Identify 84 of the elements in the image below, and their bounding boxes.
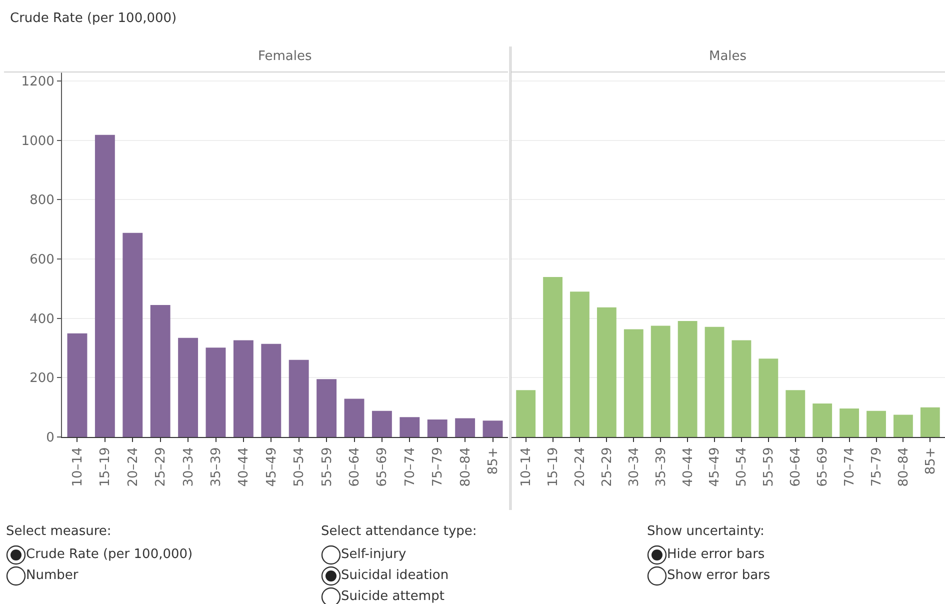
text: Show uncertainty: <box>647 524 766 541</box>
x-tick-label: 55–59 <box>320 447 335 487</box>
bar <box>543 277 562 437</box>
bar <box>894 414 913 437</box>
text: Crude Rate (per 100,000) <box>26 547 193 562</box>
text: Self-injury <box>341 547 406 562</box>
bar <box>840 408 860 437</box>
y-axis-title: Crude Rate (per 100,000) <box>10 11 177 26</box>
bar <box>261 344 282 437</box>
text: Select attendance type: <box>321 524 477 541</box>
bar <box>67 333 88 437</box>
y-tick-label: 600 <box>30 252 54 268</box>
bar <box>150 304 170 437</box>
x-tick-label: 45–49 <box>708 447 723 487</box>
text: Suicidal ideation <box>341 568 449 583</box>
bar <box>206 348 226 437</box>
bar <box>812 403 832 437</box>
x-tick-label: 70–74 <box>402 447 418 487</box>
bar <box>758 358 778 437</box>
text: Show error bars <box>667 568 770 583</box>
x-tick-label: 75–79 <box>869 447 884 487</box>
x-tick-label: 25–29 <box>154 447 169 487</box>
bar <box>233 340 254 437</box>
bar <box>732 340 752 437</box>
x-tick-label: 15–19 <box>98 447 114 487</box>
x-tick-label: 60–64 <box>347 447 362 487</box>
text: Suicide attempt <box>341 589 444 604</box>
x-tick-label: 20–24 <box>126 447 141 487</box>
x-tick-label: 80–84 <box>896 447 912 487</box>
bar <box>482 420 503 437</box>
bar <box>704 326 724 437</box>
x-tick-label: 65–69 <box>816 447 831 487</box>
y-tick-label: 0 <box>46 430 54 446</box>
bar <box>786 390 806 437</box>
bar <box>122 232 143 437</box>
text: Number <box>26 568 78 583</box>
x-tick-label: 50–54 <box>734 447 750 487</box>
x-tick-label: 60–64 <box>788 447 804 487</box>
bar <box>678 320 698 437</box>
bar <box>650 326 670 437</box>
x-tick-label: 35–39 <box>208 447 224 487</box>
bar <box>372 410 392 437</box>
x-tick-label: 35–39 <box>654 447 669 487</box>
bar <box>316 379 337 437</box>
y-tick-label: 800 <box>30 193 54 208</box>
x-tick-label: 10–14 <box>519 447 534 487</box>
text: Select measure: <box>6 524 112 541</box>
x-tick-label: 80–84 <box>458 447 474 487</box>
x-tick-label: 85+ <box>486 447 501 475</box>
bar <box>624 329 644 437</box>
x-tick-label: 85+ <box>923 447 938 475</box>
y-tick-label: 1200 <box>21 74 54 90</box>
x-tick-label: 70–74 <box>842 447 858 487</box>
bar <box>866 410 886 437</box>
x-tick-label: 55–59 <box>762 447 777 487</box>
bar <box>94 134 115 437</box>
x-tick-label: 30–34 <box>181 447 196 487</box>
x-tick-label: 10–14 <box>70 447 86 487</box>
bar <box>178 338 198 437</box>
x-tick-label: 50–54 <box>292 447 308 487</box>
x-tick-label: 25–29 <box>600 447 615 487</box>
chart-title: Males <box>709 49 747 64</box>
x-tick-label: 30–34 <box>626 447 642 487</box>
chart-title: Females <box>258 49 312 64</box>
bar <box>920 407 940 437</box>
x-tick-label: 20–24 <box>572 447 588 487</box>
y-tick-label: 1000 <box>21 134 54 149</box>
x-tick-label: 75–79 <box>430 447 446 487</box>
bar <box>400 417 420 437</box>
y-tick-label: 400 <box>30 312 54 327</box>
bar <box>427 419 448 437</box>
x-tick-label: 40–44 <box>236 447 252 487</box>
bar <box>344 398 364 437</box>
x-tick-label: 40–44 <box>680 447 696 487</box>
bar <box>516 390 536 437</box>
x-tick-label: 65–69 <box>375 447 390 487</box>
text: Hide error bars <box>667 547 765 562</box>
bar <box>596 307 616 437</box>
bar <box>455 418 476 437</box>
x-tick-label: 15–19 <box>546 447 562 487</box>
bar <box>570 292 590 437</box>
x-tick-label: 45–49 <box>264 447 280 487</box>
y-tick-label: 200 <box>30 371 54 386</box>
bar <box>288 360 309 437</box>
